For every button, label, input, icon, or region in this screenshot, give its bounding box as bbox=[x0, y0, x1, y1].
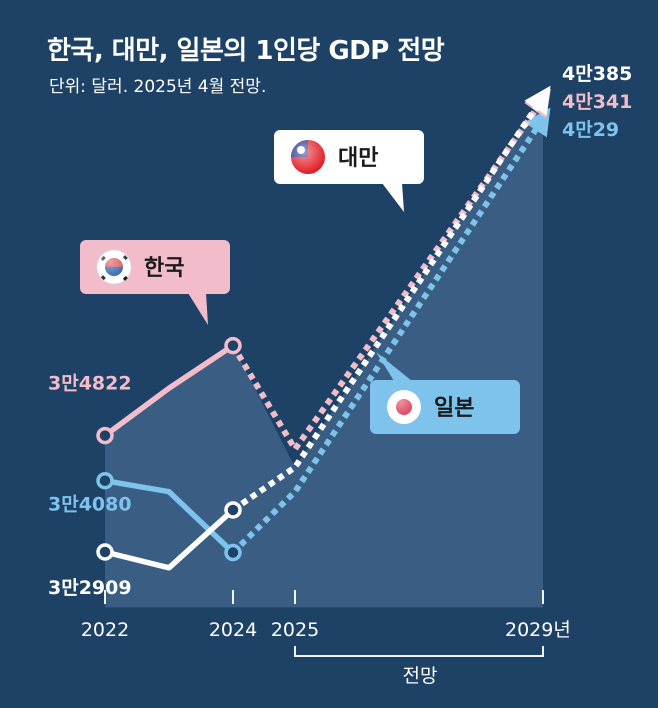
start-value-label: 3만4822 bbox=[48, 373, 132, 395]
callout-label: 한국 bbox=[144, 256, 184, 281]
end-value-label: 4만341 bbox=[562, 91, 632, 113]
end-value-label: 4만385 bbox=[562, 63, 632, 85]
x-tick-label: 2022 bbox=[81, 619, 129, 641]
chart-subtitle: 단위: 달러. 2025년 4월 전망. bbox=[49, 77, 267, 97]
flag-shine bbox=[387, 390, 421, 424]
end-value-label: 4만29 bbox=[562, 119, 619, 141]
korea-flag bbox=[96, 249, 132, 285]
callout-pointer bbox=[376, 352, 412, 381]
chart-area bbox=[105, 97, 543, 608]
start-value-label: 3만2909 bbox=[48, 577, 132, 599]
x-tick-label: 2024 bbox=[209, 619, 257, 641]
callout-japan: 일본 bbox=[370, 352, 520, 434]
actual-line-taiwan bbox=[104, 507, 235, 571]
chart-title: 한국, 대만, 일본의 1인당 GDP 전망 bbox=[47, 36, 445, 66]
forecast-line-japan bbox=[230, 107, 551, 555]
start-value-label: 3만4080 bbox=[48, 494, 132, 516]
callout-pointer bbox=[188, 293, 208, 325]
data-point bbox=[96, 426, 114, 445]
forecast-label: 전망 bbox=[403, 665, 438, 687]
forecast-bracket bbox=[294, 646, 544, 657]
callout-taiwan: 대만 bbox=[274, 130, 424, 212]
flag-shine bbox=[97, 250, 131, 284]
actual-line-korea bbox=[103, 343, 235, 438]
data-point bbox=[224, 336, 242, 355]
data-point bbox=[224, 501, 242, 519]
flag-shine bbox=[291, 140, 325, 174]
japan-flag bbox=[387, 390, 421, 424]
x-tick-label: 2025 bbox=[271, 619, 319, 641]
data-point bbox=[96, 543, 114, 561]
x-tick-label: 2029년 bbox=[505, 619, 571, 641]
data-point bbox=[224, 543, 242, 562]
callout-label: 대만 bbox=[338, 146, 378, 171]
callout-pointer bbox=[382, 183, 404, 212]
forecast-line-taiwan bbox=[231, 85, 551, 513]
callout-korea: 한국 bbox=[80, 240, 230, 325]
callout-label: 일본 bbox=[434, 396, 474, 421]
taiwan-flag bbox=[291, 140, 325, 174]
data-point bbox=[96, 471, 114, 490]
